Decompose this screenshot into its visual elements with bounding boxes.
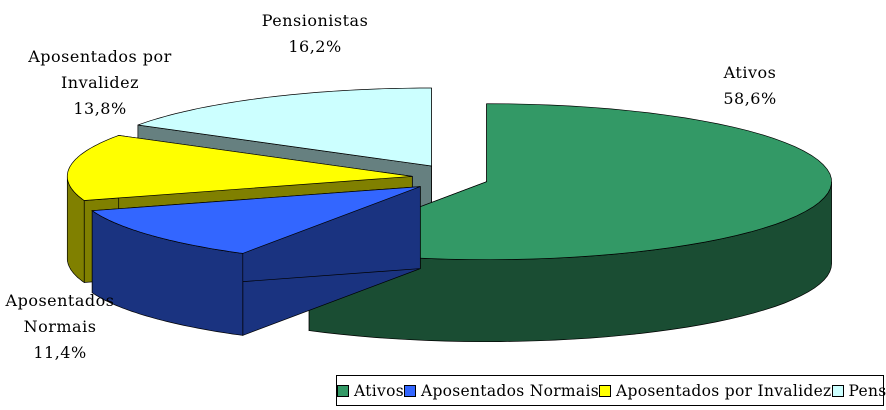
legend-label: Ativos — [354, 381, 404, 400]
data-label-value: 58,6% — [723, 89, 777, 108]
data-label-value: 11,4% — [33, 343, 87, 362]
data-label-name: Pensionistas — [261, 11, 369, 30]
slice-top — [137, 87, 432, 167]
data-label-value: 13,8% — [73, 99, 127, 118]
legend-item: Aposentados por Invalidez — [598, 381, 832, 400]
data-label: Pensionistas 16,2% — [230, 8, 400, 60]
data-label-name: Aposentados por Invalidez — [28, 47, 172, 92]
legend-label: Aposentados Normais — [420, 381, 599, 400]
data-label-value: 16,2% — [288, 37, 342, 56]
data-label-name: Ativos — [723, 63, 777, 82]
legend: Ativos Aposentados Normais Aposentados por… — [336, 375, 886, 406]
slice-top — [91, 186, 421, 254]
legend-item: Ativos — [337, 382, 404, 400]
legend-swatch — [337, 384, 349, 397]
slice — [91, 186, 421, 336]
slice-top — [66, 135, 413, 201]
data-label: Aposentados por Invalidez 13,8% — [10, 44, 190, 122]
data-label: Ativos 58,6% — [680, 60, 820, 112]
legend-swatch — [831, 384, 844, 397]
data-label-name: Aposentados Normais — [5, 291, 115, 336]
data-label: Aposentados Normais 11,4% — [0, 288, 120, 366]
legend-label: Aposentados por Invalidez — [615, 381, 832, 400]
legend-swatch — [403, 384, 416, 397]
legend-swatch — [598, 384, 611, 397]
legend-item: Aposentados Normais — [403, 381, 599, 400]
legend-item: Pensionistas — [831, 381, 886, 400]
legend-label: Pensionistas — [848, 381, 886, 400]
slice-top — [308, 103, 832, 261]
